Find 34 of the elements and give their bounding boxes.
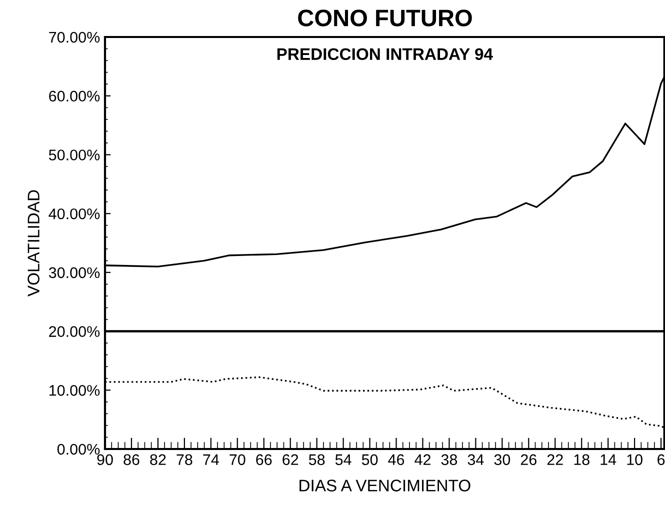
- x-tick-label: 70: [230, 454, 246, 466]
- x-axis-title: DIAS A VENCIMIENTO: [300, 480, 470, 492]
- y-tick-label: 60.00%: [49, 90, 100, 102]
- x-tick-label: 74: [203, 454, 219, 465]
- x-tick-label: 38: [441, 454, 458, 466]
- y-tick-label: 50.00%: [48, 150, 100, 160]
- y-tick-label: 30.00%: [48, 267, 100, 278]
- x-tick-label: 46: [388, 454, 404, 466]
- x-tick-label: 82: [150, 454, 166, 466]
- x-tick-label: 50: [362, 454, 378, 466]
- x-tick-label: 78: [176, 454, 192, 466]
- x-tick-label: 42: [414, 454, 430, 465]
- x-tick-label: 54: [335, 454, 352, 466]
- x-tick-label: 30: [494, 454, 510, 466]
- x-tick-label: 10: [627, 454, 642, 466]
- x-tick-label: 14: [600, 454, 616, 465]
- x-tick-label: 62: [282, 454, 298, 466]
- x-tick-label: 26: [520, 454, 536, 466]
- x-tick-label: 90: [97, 454, 113, 466]
- y-axis-title: VOLATILIDAD: [28, 190, 40, 296]
- x-tick-label: 22: [547, 454, 563, 465]
- y-tick-label: 10.00%: [49, 385, 100, 396]
- x-tick-label: 6: [658, 454, 665, 466]
- y-tick-label: 0.00%: [57, 444, 100, 455]
- x-tick-label: 58: [308, 454, 325, 466]
- chart-title: CONO FUTURO: [298, 10, 472, 26]
- text: PREDICCION INTRADAY 94: [277, 48, 493, 60]
- x-tick-label: 86: [124, 454, 140, 466]
- y-tick-label: 70.00%: [49, 32, 100, 43]
- x-tick-label: 34: [468, 454, 484, 466]
- y-tick-label: 20.00%: [49, 326, 100, 337]
- x-tick-label: 18: [574, 454, 590, 466]
- y-tick-label: 40.00%: [48, 208, 100, 220]
- x-tick-label: 66: [256, 454, 272, 466]
